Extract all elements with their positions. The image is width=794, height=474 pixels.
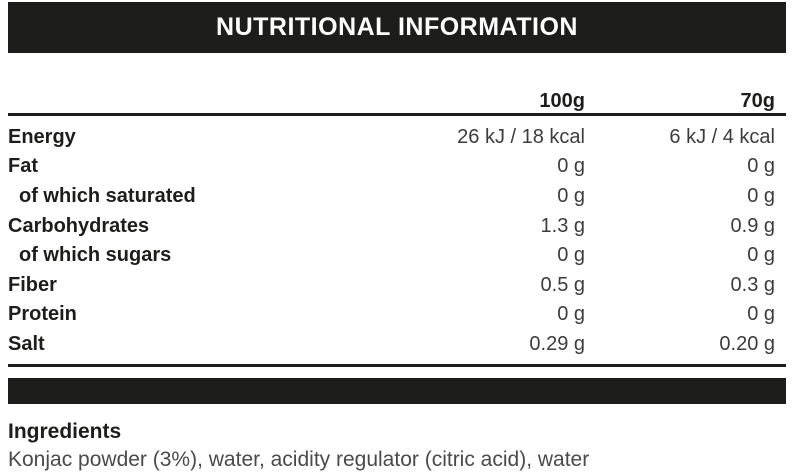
row-label: Energy	[8, 125, 76, 148]
row-label: Carbohydrates	[8, 214, 150, 237]
row-value-100g: 0 g	[557, 244, 585, 267]
column-header-100g: 100g	[539, 90, 585, 112]
nutrition-rows: Energy 26 kJ / 18 kcal 6 kJ / 4 kcal Fat 0 g…	[8, 116, 786, 359]
ingredients-heading: Ingredients	[8, 419, 122, 443]
page-title: NUTRITIONAL INFORMATION	[216, 13, 578, 41]
row-label: Salt	[8, 332, 45, 355]
row-value-70g: 0 g	[747, 155, 775, 178]
row-label: Fat	[8, 155, 38, 178]
row-label: Fiber	[8, 273, 57, 296]
title-bar: NUTRITIONAL INFORMATION	[8, 2, 786, 53]
bottom-rule	[8, 363, 786, 367]
row-value-70g: 0.9 g	[730, 214, 775, 237]
row-value-100g: 0.29 g	[529, 332, 585, 355]
column-header-row: 100g 70g	[8, 86, 786, 113]
row-label: of which sugars	[19, 244, 172, 267]
row-value-100g: 0 g	[557, 184, 585, 207]
top-rule	[8, 113, 786, 116]
ingredients-section: Ingredients Konjac powder (3%), water, a…	[8, 420, 786, 472]
table-row: Carbohydrates 1.3 g 0.9 g	[8, 211, 786, 241]
table-row: Energy 26 kJ / 18 kcal 6 kJ / 4 kcal	[8, 122, 786, 152]
row-label: of which saturated	[19, 184, 196, 207]
table-row: Protein 0 g 0 g	[8, 300, 786, 330]
column-header-70g: 70g	[740, 90, 775, 112]
row-value-70g: 0 g	[747, 244, 775, 267]
row-value-100g: 26 kJ / 18 kcal	[457, 125, 585, 148]
row-value-70g: 0.20 g	[719, 332, 775, 355]
table-row: Salt 0.29 g 0.20 g	[8, 329, 786, 359]
row-value-70g: 6 kJ / 4 kcal	[669, 125, 775, 148]
table-row: of which saturated 0 g 0 g	[8, 181, 786, 211]
row-value-70g: 0 g	[747, 303, 775, 326]
row-value-100g: 1.3 g	[540, 214, 585, 237]
row-value-70g: 0 g	[747, 184, 775, 207]
row-value-100g: 0 g	[557, 303, 585, 326]
table-row: of which sugars 0 g 0 g	[8, 240, 786, 270]
table-row: Fat 0 g 0 g	[8, 152, 786, 182]
ingredients-text: Konjac powder (3%), water, acidity regul…	[8, 447, 590, 471]
table-row: Fiber 0.5 g 0.3 g	[8, 270, 786, 300]
row-value-100g: 0 g	[557, 155, 585, 178]
row-value-70g: 0.3 g	[730, 273, 775, 296]
row-label: Protein	[8, 303, 77, 326]
divider-bar	[8, 377, 786, 404]
row-value-100g: 0.5 g	[540, 273, 585, 296]
